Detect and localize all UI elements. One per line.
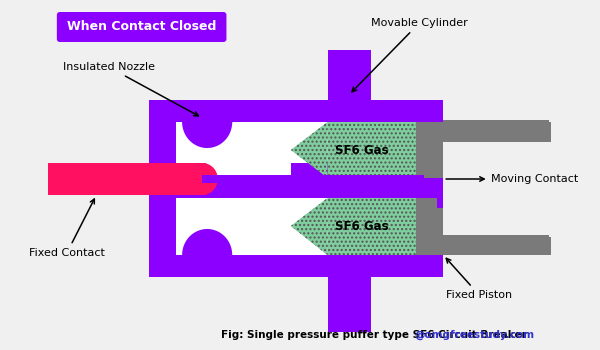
Bar [416, 122, 443, 152]
Text: Fig: Single pressure puffer type SF6 Circuit Breaker: Fig: Single pressure puffer type SF6 Cir… [221, 330, 530, 340]
Bar [328, 122, 416, 178]
Bar [149, 255, 443, 277]
Bar [416, 220, 443, 255]
Polygon shape [202, 163, 218, 195]
Bar [366, 178, 443, 198]
Bar [149, 100, 443, 122]
Text: Fixed Contact: Fixed Contact [29, 199, 105, 258]
Bar [176, 163, 366, 176]
Polygon shape [291, 198, 328, 255]
Text: Moving Contact: Moving Contact [446, 174, 578, 184]
Text: Movable Cylinder: Movable Cylinder [352, 18, 468, 92]
Polygon shape [182, 229, 232, 255]
Bar [176, 182, 366, 195]
Polygon shape [182, 122, 232, 148]
Bar [436, 120, 549, 142]
Bar [328, 198, 416, 255]
Bar [416, 152, 443, 198]
Bar [416, 120, 437, 255]
Bar [149, 100, 176, 277]
Bar [416, 208, 443, 228]
Bar [328, 50, 371, 102]
Polygon shape [182, 229, 232, 255]
Polygon shape [48, 163, 64, 195]
Bar [149, 100, 176, 277]
Bar [149, 178, 443, 198]
Bar [149, 178, 443, 198]
Bar [177, 123, 291, 178]
Bar [328, 198, 416, 255]
Bar [176, 122, 416, 178]
Polygon shape [48, 163, 64, 195]
Polygon shape [291, 198, 328, 255]
Bar [149, 100, 443, 122]
Polygon shape [184, 160, 202, 198]
Bar [48, 163, 206, 195]
Bar [48, 163, 202, 195]
Text: SF6 Gas: SF6 Gas [335, 144, 389, 156]
Bar [436, 235, 549, 255]
Bar [149, 255, 443, 277]
Bar [328, 277, 371, 332]
Bar [149, 178, 443, 198]
Bar [436, 122, 551, 142]
Bar [202, 175, 424, 183]
Bar [416, 100, 443, 277]
Bar [202, 175, 424, 183]
Polygon shape [182, 122, 232, 148]
Bar [328, 122, 416, 178]
Bar [183, 167, 207, 191]
Polygon shape [291, 122, 328, 178]
Polygon shape [291, 122, 328, 178]
Bar [436, 237, 551, 255]
Text: When Contact Closed: When Contact Closed [67, 21, 217, 34]
Bar [328, 50, 371, 102]
Text: Fixed Piston: Fixed Piston [446, 258, 512, 300]
Text: @omgfreestudy.com: @omgfreestudy.com [415, 330, 535, 340]
Polygon shape [202, 163, 218, 195]
Text: SF6 Gas: SF6 Gas [335, 219, 389, 232]
Bar [328, 277, 371, 332]
FancyBboxPatch shape [57, 12, 226, 42]
Text: Insulated Nozzle: Insulated Nozzle [62, 62, 199, 116]
Bar [176, 198, 416, 255]
Bar [177, 199, 291, 255]
